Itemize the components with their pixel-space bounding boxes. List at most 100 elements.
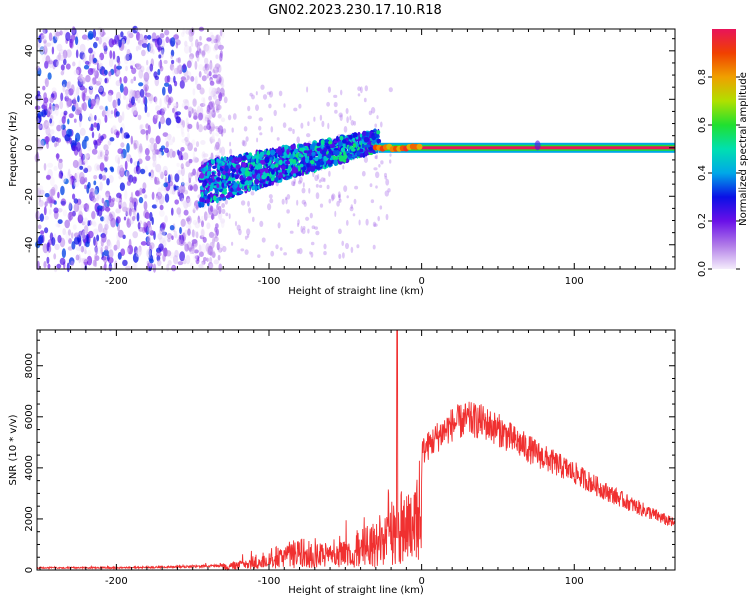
noise-blob bbox=[67, 211, 74, 221]
noise-blob bbox=[62, 209, 67, 217]
band-blob bbox=[247, 158, 251, 162]
noise-blob bbox=[187, 142, 193, 151]
faint-blob bbox=[243, 126, 248, 132]
colorbar-tick-label: 0.8 bbox=[697, 69, 708, 85]
noise-blob bbox=[167, 260, 172, 266]
noise-blob bbox=[56, 43, 63, 52]
band-blob bbox=[270, 149, 276, 156]
noise-blob bbox=[42, 56, 47, 63]
band-blob bbox=[306, 163, 310, 168]
noise-blob bbox=[115, 216, 121, 224]
faint-blob bbox=[258, 117, 263, 122]
faint-blob bbox=[275, 244, 279, 250]
faint-blob bbox=[223, 96, 228, 104]
noise-blob bbox=[190, 76, 195, 82]
noise-blob bbox=[130, 78, 134, 84]
noise-blob bbox=[96, 63, 100, 71]
faint-blob bbox=[223, 128, 227, 134]
noise-blob bbox=[200, 140, 206, 145]
noise-blob bbox=[160, 145, 166, 150]
noise-blob bbox=[191, 229, 195, 238]
noise-blob bbox=[125, 170, 130, 177]
noise-blob bbox=[42, 243, 48, 248]
noise-blob bbox=[209, 31, 214, 38]
noise-blob bbox=[65, 89, 69, 96]
band-blob bbox=[216, 197, 219, 201]
band-blob bbox=[252, 170, 255, 175]
noise-blob bbox=[71, 145, 77, 152]
faint-blob bbox=[336, 200, 340, 207]
noise-blob bbox=[121, 111, 125, 121]
noise-blob bbox=[149, 43, 154, 54]
noise-blob bbox=[171, 207, 174, 216]
noise-blob bbox=[48, 208, 52, 215]
noise-blob bbox=[164, 82, 170, 87]
noise-blob bbox=[164, 75, 170, 84]
noise-blob bbox=[177, 169, 182, 175]
x-tick-label: -100 bbox=[258, 576, 281, 587]
faint-blob bbox=[319, 203, 324, 208]
noise-blob bbox=[162, 132, 169, 138]
noise-blob bbox=[78, 76, 84, 82]
noise-blob bbox=[140, 124, 144, 130]
band-blob bbox=[320, 139, 325, 145]
band-blob bbox=[328, 148, 332, 155]
noise-blob bbox=[76, 177, 80, 182]
noise-blob bbox=[165, 141, 169, 148]
band-blob bbox=[222, 161, 225, 166]
band-blob bbox=[310, 160, 315, 165]
noise-blob bbox=[91, 197, 97, 203]
faint-blob bbox=[257, 254, 261, 258]
noise-blob bbox=[142, 38, 148, 44]
noise-blob bbox=[192, 88, 196, 96]
noise-blob bbox=[108, 38, 115, 48]
band-blob bbox=[319, 160, 325, 166]
noise-blob bbox=[78, 158, 82, 166]
noise-blob bbox=[43, 92, 47, 101]
noise-blob bbox=[103, 249, 110, 257]
noise-blob bbox=[42, 45, 48, 55]
noise-blob bbox=[91, 220, 96, 226]
band-blob bbox=[259, 180, 263, 184]
noise-blob bbox=[87, 181, 91, 189]
noise-blob bbox=[158, 121, 161, 130]
noise-blob bbox=[104, 69, 108, 76]
spectrogram-marks bbox=[34, 25, 675, 273]
noise-blob bbox=[207, 119, 211, 125]
noise-blob bbox=[158, 168, 162, 175]
noise-blob bbox=[144, 194, 148, 199]
noise-blob bbox=[184, 40, 188, 47]
noise-blob bbox=[160, 116, 165, 125]
faint-blob bbox=[306, 133, 311, 138]
noise-blob bbox=[60, 123, 63, 132]
noise-blob bbox=[191, 139, 196, 146]
noise-blob bbox=[143, 221, 148, 228]
faint-blob bbox=[262, 94, 268, 100]
noise-blob bbox=[148, 93, 154, 102]
noise-blob bbox=[79, 113, 83, 122]
noise-blob bbox=[193, 147, 198, 152]
noise-blob bbox=[107, 256, 114, 264]
noise-blob bbox=[60, 124, 66, 130]
noise-blob bbox=[217, 254, 221, 261]
noise-blob bbox=[81, 230, 86, 240]
noise-blob bbox=[75, 254, 80, 261]
noise-blob bbox=[120, 31, 124, 38]
noise-blob bbox=[152, 157, 157, 166]
noise-blob bbox=[164, 176, 168, 184]
band-blob bbox=[327, 153, 332, 159]
band-blob bbox=[318, 153, 322, 159]
noise-blob bbox=[51, 46, 55, 55]
noise-blob bbox=[176, 238, 182, 246]
noise-blob bbox=[154, 96, 158, 105]
noise-blob bbox=[58, 54, 65, 62]
noise-blob bbox=[196, 256, 200, 262]
noise-blob bbox=[130, 90, 135, 96]
noise-blob bbox=[220, 218, 226, 224]
noise-blob bbox=[211, 130, 215, 139]
noise-blob bbox=[202, 153, 209, 158]
noise-blob bbox=[139, 124, 143, 131]
noise-blob bbox=[173, 255, 179, 265]
noise-blob bbox=[200, 229, 205, 237]
